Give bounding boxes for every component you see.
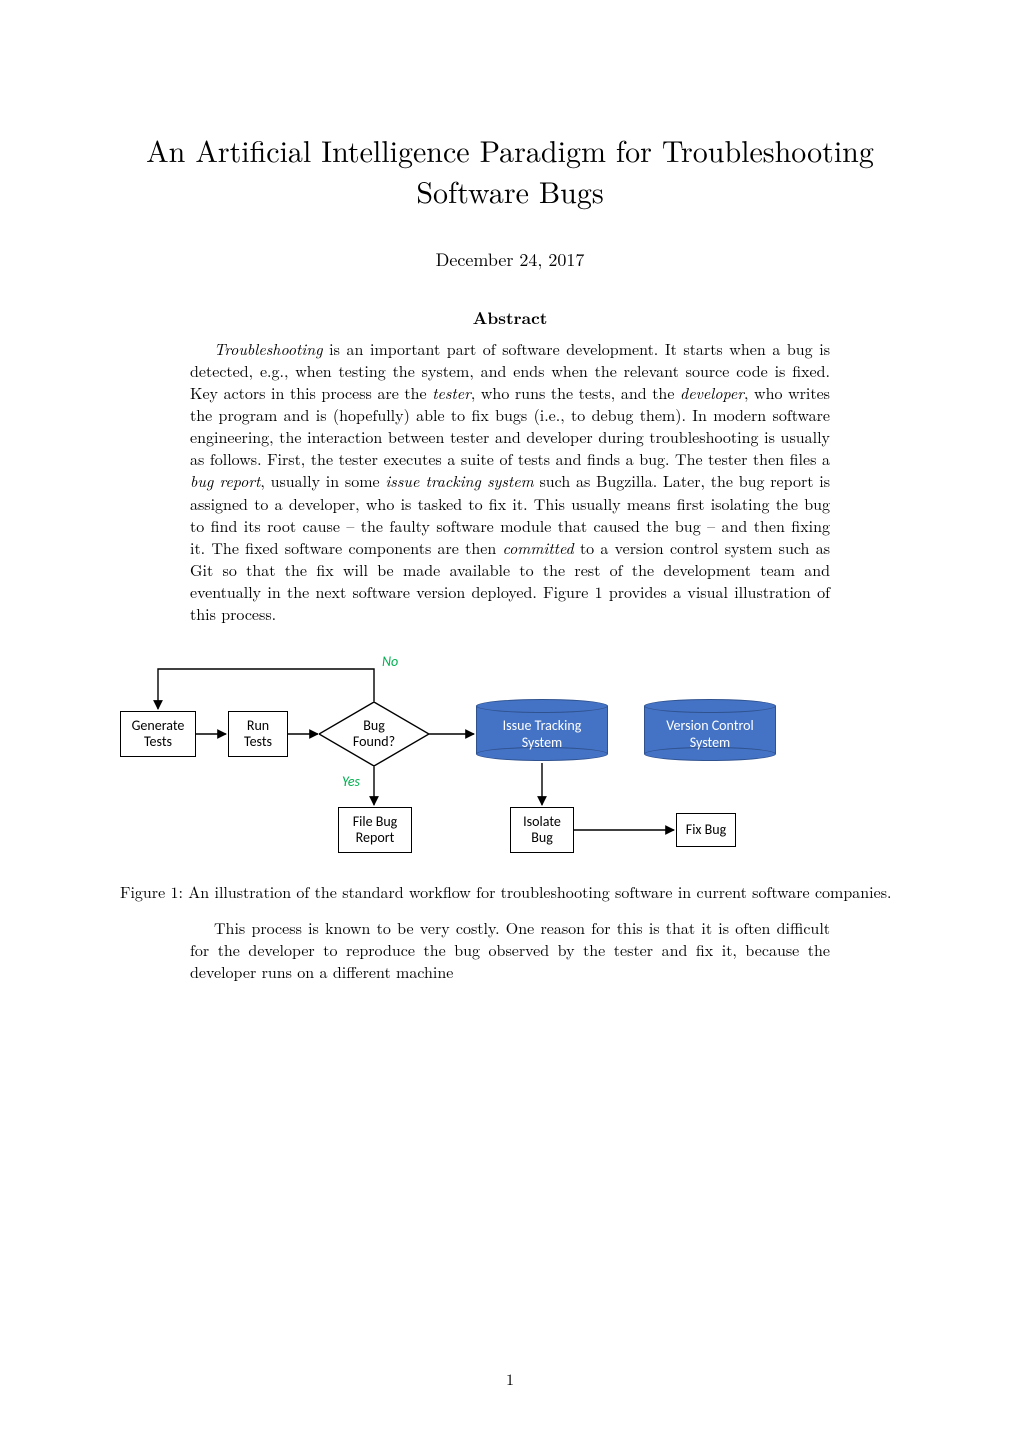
node-generate-tests: GenerateTests bbox=[120, 711, 196, 757]
node-version-control: Version ControlSystem bbox=[644, 699, 776, 761]
abstract-text: , who runs the tests, and the bbox=[471, 381, 680, 404]
abstract-text: , usually in some bbox=[260, 469, 385, 492]
label-yes: Yes bbox=[342, 773, 360, 790]
node-fix-bug: Fix Bug bbox=[676, 813, 736, 847]
node-issue-tracking-label: Issue TrackingSystem bbox=[476, 713, 608, 757]
page-number: 1 bbox=[0, 1367, 1020, 1390]
abstract-text: issue tracking system bbox=[385, 469, 533, 492]
page-title: An Artificial Intelligence Paradigm for … bbox=[120, 130, 900, 211]
abstract-continued: This process is known to be very costly.… bbox=[190, 917, 830, 983]
node-file-bug-report: File BugReport bbox=[338, 807, 412, 853]
figure-1: GenerateTests RunTests BugFound? File Bu… bbox=[120, 653, 900, 863]
node-bug-found-label: BugFound? bbox=[319, 702, 429, 766]
figure-1-caption: Figure 1: An illustration of the standar… bbox=[120, 881, 900, 903]
node-bug-found: BugFound? bbox=[319, 702, 429, 766]
document-date: December 24, 2017 bbox=[120, 247, 900, 272]
abstract-text: Troubleshooting bbox=[214, 337, 323, 360]
node-issue-tracking: Issue TrackingSystem bbox=[476, 699, 608, 761]
abstract-text-2: This process is known to be very costly.… bbox=[190, 917, 830, 983]
label-no: No bbox=[382, 653, 398, 670]
abstract-text: tester bbox=[432, 381, 471, 404]
node-isolate-bug: IsolateBug bbox=[510, 807, 574, 853]
abstract-text: developer bbox=[680, 381, 744, 404]
node-run-tests: RunTests bbox=[228, 711, 288, 757]
abstract-text: bug report bbox=[190, 469, 260, 492]
abstract-body: Troubleshooting is an important part of … bbox=[190, 338, 830, 625]
node-version-control-label: Version ControlSystem bbox=[644, 713, 776, 757]
abstract-text: committed bbox=[503, 536, 574, 559]
abstract-heading: Abstract bbox=[120, 306, 900, 330]
